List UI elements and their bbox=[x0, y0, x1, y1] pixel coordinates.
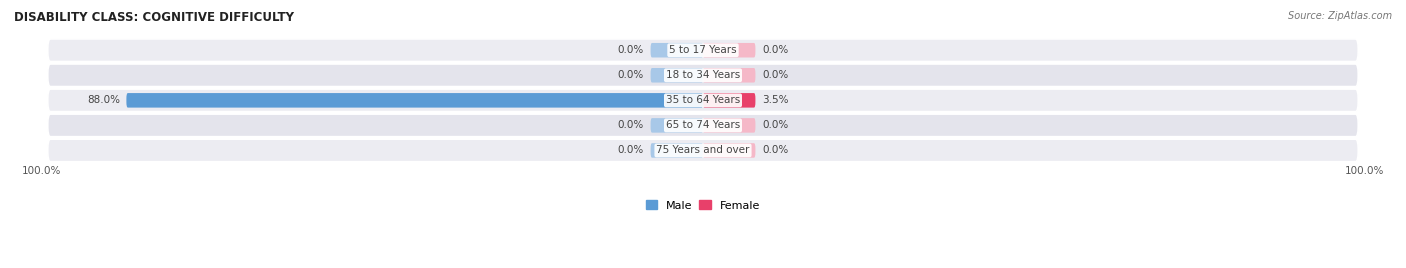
FancyBboxPatch shape bbox=[48, 39, 1358, 61]
FancyBboxPatch shape bbox=[703, 43, 755, 58]
FancyBboxPatch shape bbox=[703, 143, 755, 158]
Text: 0.0%: 0.0% bbox=[762, 45, 789, 55]
Text: Source: ZipAtlas.com: Source: ZipAtlas.com bbox=[1288, 11, 1392, 21]
Text: 0.0%: 0.0% bbox=[617, 70, 644, 80]
Text: 0.0%: 0.0% bbox=[762, 70, 789, 80]
Text: 3.5%: 3.5% bbox=[762, 95, 789, 105]
FancyBboxPatch shape bbox=[48, 114, 1358, 137]
Text: 0.0%: 0.0% bbox=[617, 120, 644, 131]
FancyBboxPatch shape bbox=[703, 68, 755, 83]
Text: 0.0%: 0.0% bbox=[762, 146, 789, 155]
FancyBboxPatch shape bbox=[48, 139, 1358, 162]
Text: 88.0%: 88.0% bbox=[87, 95, 120, 105]
Text: 35 to 64 Years: 35 to 64 Years bbox=[666, 95, 740, 105]
Text: DISABILITY CLASS: COGNITIVE DIFFICULTY: DISABILITY CLASS: COGNITIVE DIFFICULTY bbox=[14, 11, 294, 24]
Text: 100.0%: 100.0% bbox=[21, 166, 60, 176]
FancyBboxPatch shape bbox=[48, 89, 1358, 111]
FancyBboxPatch shape bbox=[651, 118, 703, 133]
FancyBboxPatch shape bbox=[651, 143, 703, 158]
FancyBboxPatch shape bbox=[48, 64, 1358, 87]
Text: 5 to 17 Years: 5 to 17 Years bbox=[669, 45, 737, 55]
FancyBboxPatch shape bbox=[651, 43, 703, 58]
Text: 100.0%: 100.0% bbox=[1346, 166, 1385, 176]
Text: 18 to 34 Years: 18 to 34 Years bbox=[666, 70, 740, 80]
Text: 0.0%: 0.0% bbox=[762, 120, 789, 131]
Text: 0.0%: 0.0% bbox=[617, 146, 644, 155]
Text: 65 to 74 Years: 65 to 74 Years bbox=[666, 120, 740, 131]
Text: 0.0%: 0.0% bbox=[617, 45, 644, 55]
FancyBboxPatch shape bbox=[703, 118, 755, 133]
FancyBboxPatch shape bbox=[127, 93, 703, 108]
Text: 75 Years and over: 75 Years and over bbox=[657, 146, 749, 155]
Legend: Male, Female: Male, Female bbox=[647, 200, 759, 211]
FancyBboxPatch shape bbox=[651, 68, 703, 83]
FancyBboxPatch shape bbox=[703, 93, 755, 108]
